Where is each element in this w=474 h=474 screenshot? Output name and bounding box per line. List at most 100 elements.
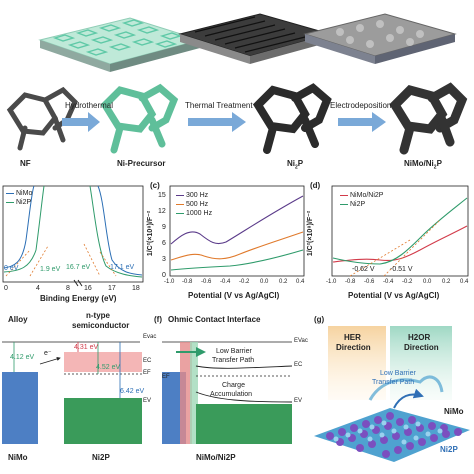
- panel-b: NiMo Ni2P 0 eV 1.9 eV 16.7 eV 17.1 eV 0 …: [0, 180, 150, 310]
- d-legend-nimo: NiMo/Ni2P: [340, 192, 383, 199]
- d-xlabel: Potential (V vs Ag/AgCl): [348, 291, 440, 300]
- c-xtick-3: -0.4: [220, 279, 231, 285]
- e-header-alloy: Alloy: [8, 315, 28, 324]
- g-h2or: H2OR: [408, 333, 431, 342]
- c-ytick-6: 6: [162, 240, 166, 247]
- f-bottom: NiMo/Ni2P: [196, 453, 236, 462]
- panel-g: (g) HER Direction H2OR Direction Low Bar…: [310, 312, 474, 474]
- d-curve-ni2p: [332, 197, 468, 265]
- e-ni2p-vb: [64, 398, 142, 444]
- label-ni-precursor: Ni-Precursor: [117, 159, 166, 168]
- synthesis-illustration: [6, 13, 468, 155]
- c-letter: (c): [150, 181, 160, 190]
- c-ytick-3: 3: [162, 256, 166, 263]
- e-level-ec: EC: [143, 358, 152, 364]
- g-her-dir: Direction: [336, 343, 371, 352]
- e-bottom-nimo: NiMo: [8, 453, 28, 462]
- c-legend-500: 500 Hz: [176, 201, 208, 208]
- f-diagram: [162, 341, 293, 444]
- f-label-low-barrier: Low Barrier: [216, 348, 252, 355]
- ni-precursor-tile: [38, 17, 202, 72]
- label-nf: NF: [20, 159, 31, 168]
- d-xtick-1: -0.8: [345, 279, 356, 285]
- f-vb-block: [196, 404, 292, 444]
- d-xtick-2: -0.6: [364, 279, 375, 285]
- f-interface-green: [190, 342, 198, 444]
- b-ann-167ev: 16.7 eV: [66, 264, 91, 271]
- f-label-charge: Charge: [222, 382, 245, 389]
- d-xtick-7: 0.4: [460, 279, 469, 285]
- e-level-ev: EV: [143, 398, 152, 404]
- ni-precursor-foam: [100, 83, 179, 154]
- c-legend-1000: 1000 Hz: [176, 210, 212, 217]
- synthesis-scheme: NF Ni-Precursor Ni2P NiMo/Ni2P Hydrother…: [0, 0, 474, 178]
- c-legend-300: 300 Hz: [176, 192, 208, 199]
- b-tick-4: 4: [36, 285, 40, 292]
- c-xtick-1: -0.8: [182, 279, 193, 285]
- d-xtick-0: -1.0: [326, 279, 337, 285]
- arrow-thermal: [188, 112, 246, 132]
- panel-d: (d) 1/C²(×10⁸)/F⁻² NiMo/Ni2P Ni2P -0.62 …: [307, 180, 474, 310]
- e-header-semi: semiconductor: [72, 321, 130, 330]
- e-electron: e⁻: [44, 350, 52, 357]
- arrow-electrodeposition: [338, 112, 386, 132]
- label-nimo-ni2p: NiMo/Ni2P: [404, 159, 442, 171]
- f-label-transfer: Transfer Path: [212, 357, 255, 364]
- c-ytick-0: 0: [162, 272, 166, 279]
- e-diagram: [2, 341, 142, 444]
- c-curve-500hz: [170, 231, 304, 261]
- e-bottom-ni2p: Ni2P: [92, 453, 110, 462]
- b-tick-0: 0: [4, 285, 8, 292]
- d-legend-ni2p: Ni2P: [340, 201, 365, 208]
- e-nimo-block: [2, 372, 38, 444]
- panel-e: Alloy n-type semiconductor 4.12 eV 4.31 …: [0, 311, 156, 474]
- f-level-ef: EF: [162, 374, 170, 380]
- b-ni2p-curve: [3, 185, 143, 278]
- e-energy-642: 6.42 eV: [120, 388, 145, 395]
- f-letter: (f): [154, 315, 162, 324]
- e-energy-412: 4.12 eV: [10, 354, 35, 361]
- step-electrodeposition: Electrodeposition: [330, 101, 392, 110]
- e-energy-452: 4.52 eV: [96, 364, 121, 371]
- b-nimo-curve: [3, 185, 143, 276]
- d-plot: [331, 185, 469, 277]
- d-letter: (d): [310, 181, 321, 190]
- c-xtick-5: 0.0: [260, 279, 269, 285]
- nimo-ni2p-foam: [389, 82, 468, 155]
- c-xtick-7: 0.4: [296, 279, 305, 285]
- f-level-ec: EC: [294, 362, 303, 368]
- b-ann-19ev: 1.9 eV: [40, 266, 61, 273]
- d-ann-051: -0.51 V: [390, 266, 413, 273]
- c-xtick-2: -0.6: [201, 279, 212, 285]
- arrow-hydrothermal: [62, 112, 100, 132]
- panel-b-plot: [2, 185, 144, 287]
- b-legend-nimo: NiMo: [6, 190, 32, 197]
- ni2p-foam: [252, 83, 332, 154]
- panel-c: (c) 1/C²(×10⁸)/F⁻² 300 Hz 500 Hz 1000 Hz…: [147, 180, 308, 310]
- d-xtick-5: 0.0: [423, 279, 432, 285]
- b-legend-ni2p: Ni2P: [6, 199, 31, 206]
- g-ni2p: Ni2P: [440, 445, 458, 454]
- c-ytick-9: 9: [162, 224, 166, 231]
- e-header-ntype: n-type: [86, 311, 110, 320]
- g-her: HER: [344, 333, 361, 342]
- c-curve-1000hz: [170, 249, 304, 271]
- g-low-barrier: Low Barrier: [380, 370, 416, 377]
- c-xtick-0: -1.0: [164, 279, 175, 285]
- b-ann-171ev: 17.1 eV: [110, 264, 135, 271]
- g-letter: (g): [314, 315, 325, 324]
- c-ytick-12: 12: [158, 208, 166, 215]
- d-curve-nimo: [332, 225, 468, 263]
- c-xtick-4: -0.2: [239, 279, 250, 285]
- c-curve-300hz: [170, 195, 304, 245]
- f-level-ev: EV: [294, 398, 303, 404]
- g-transfer-path: Transfer Path: [372, 379, 415, 386]
- c-xtick-6: 0.2: [279, 279, 288, 285]
- b-ann-0ev: 0 eV: [4, 265, 19, 272]
- step-thermal-treatment: Thermal Treatment: [185, 101, 253, 110]
- g-splash: [368, 375, 444, 401]
- d-xtick-4: -0.2: [402, 279, 413, 285]
- d-xtick-3: -0.4: [383, 279, 394, 285]
- d-xtick-6: 0.2: [442, 279, 451, 285]
- e-energy-431: 4.31 eV: [74, 344, 99, 351]
